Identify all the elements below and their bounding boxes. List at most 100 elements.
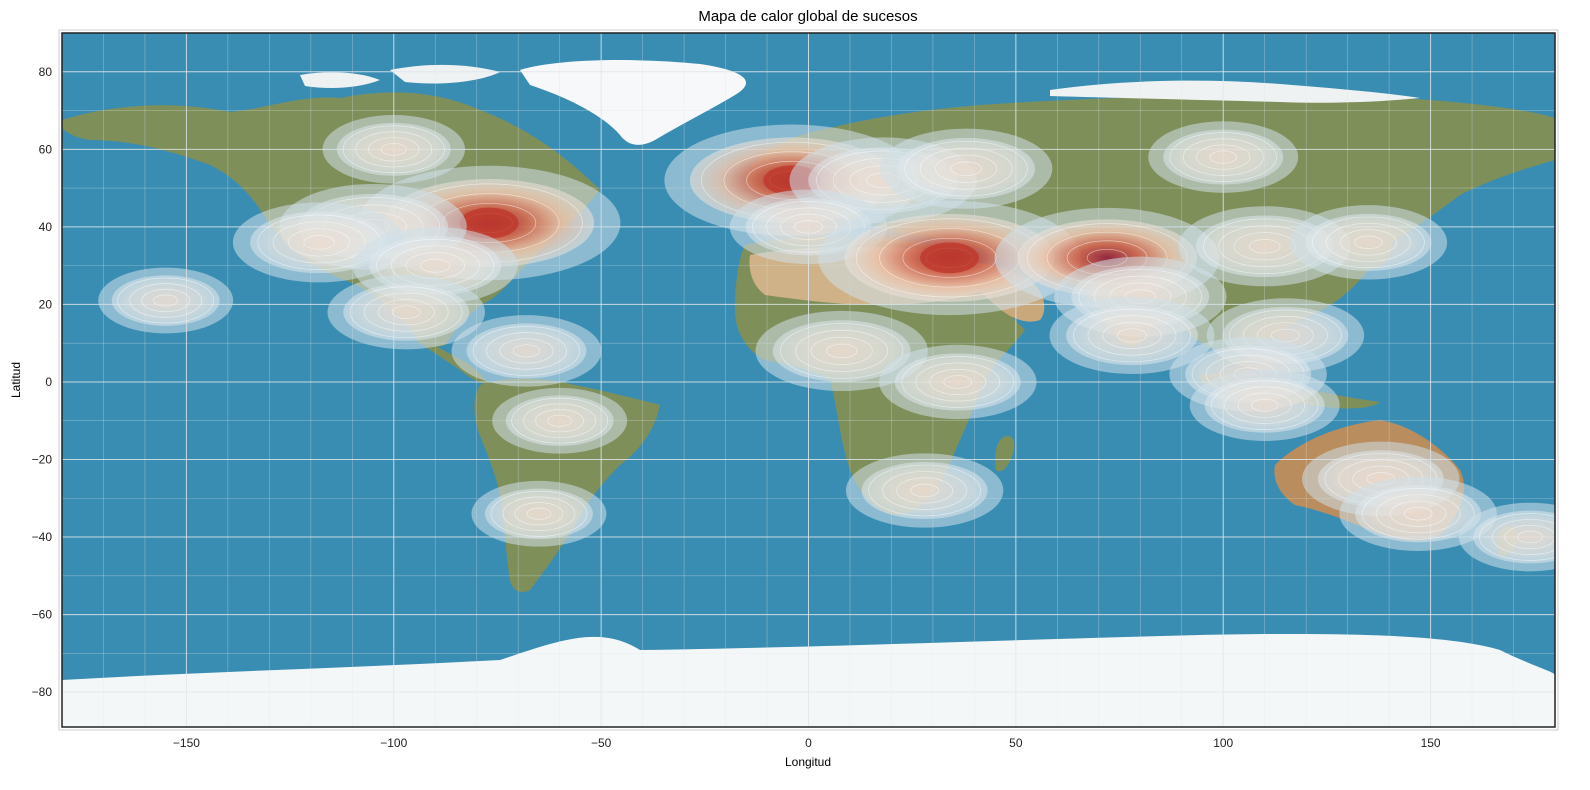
heatmap-layer [98,114,1555,572]
heat-contour [490,490,588,537]
heat-contour [349,286,463,338]
heat-spot-body [250,211,389,274]
heat-contour [1312,216,1425,269]
y-axis-ticks: 80 60 40 20 0 −20 −40 −60 −80 [32,65,53,699]
heat-contour [868,464,981,517]
heat-contour [272,221,366,264]
plot-area [62,33,1555,727]
heat-contour [391,305,421,319]
heat-contour [896,477,953,504]
heat-contour [377,299,435,326]
axes-frame-outer [58,29,1559,731]
heat-contour [1517,530,1544,544]
heat-contour [1169,132,1277,182]
heat-contour [1209,150,1237,164]
heat-contour [825,343,858,359]
heat-contour [1479,513,1555,561]
heat-spot [845,453,1004,528]
heat-contour [547,414,573,427]
heat-contour [1340,229,1397,256]
chart-title: Mapa de calor global de sucesos [698,8,917,25]
heat-spot-core [920,242,979,274]
heat-spot-body [505,395,614,447]
heat-spot [879,344,1037,420]
heat-spot [1148,121,1299,193]
y-tick-label: −60 [32,608,53,622]
heat-spot-body [1355,485,1482,543]
heat-contour [288,228,351,257]
heat-contour [1403,507,1433,521]
heat-contour [141,288,191,313]
heat-contour [523,403,597,438]
heat-spot-body [484,488,593,540]
y-tick-label: −20 [32,452,53,466]
heat-contour [511,397,609,444]
heat-contour [1354,235,1383,250]
heat-contour [368,137,420,162]
greenland [520,60,747,145]
heat-contour [420,258,451,273]
heat-contour [117,277,215,324]
heat-spot [98,267,234,334]
x-axis-label: Longitud [785,755,831,769]
heat-spot-body [861,461,988,520]
heat-contour [950,161,982,176]
heat-spot [327,274,485,350]
heat-contour [514,502,564,526]
heat-contour [1504,524,1555,550]
heat-contour [1196,144,1251,170]
heat-contour [1326,222,1411,262]
heat-contour [129,283,203,318]
heat-contour [1182,138,1264,176]
heat-contour [810,336,873,365]
heat-spot-body [343,283,470,341]
heat-contour [526,507,552,520]
heat-contour [380,143,407,156]
heat-contour [502,496,576,531]
heat-spot [1289,205,1448,280]
heat-contour [943,375,973,389]
heat-contour [1102,321,1162,349]
heat-spot-body [1163,129,1284,185]
heat-spot [471,480,607,547]
heat-spot-body [1305,213,1432,271]
arctic-islands [300,64,500,88]
arctic-coast-ice [1050,80,1420,103]
x-tick-label: 100 [1213,736,1233,750]
heat-contour [342,125,445,174]
heat-contour [1361,487,1475,540]
heat-contour [512,344,541,358]
heat-spot [1339,476,1497,551]
heat-contour [1491,519,1555,555]
heat-contour [794,220,823,234]
heat-spot [451,315,602,387]
heat-contour [910,483,939,498]
x-tick-label: −150 [173,736,200,750]
heat-contour [499,338,554,364]
x-tick-label: 0 [805,736,812,750]
heat-spot [879,128,1053,209]
heat-contour [901,356,1015,408]
heat-spot-body [1204,377,1325,433]
y-tick-label: 0 [45,375,52,389]
heat-contour [1211,380,1319,430]
heat-contour [472,326,581,376]
heat-contour [153,294,179,307]
heat-contour [1072,308,1191,363]
heat-spot [1049,296,1215,375]
y-tick-label: 60 [39,142,53,156]
y-tick-label: −40 [32,530,53,544]
x-tick-label: −50 [591,736,612,750]
heat-spot-body [336,122,451,176]
heat-spot-body [466,323,587,379]
heat-spot-body [897,137,1036,200]
heat-contour [486,332,567,370]
x-tick-label: 150 [1421,736,1441,750]
heat-spot [1189,369,1340,441]
x-tick-label: −100 [380,736,407,750]
heat-contour [882,471,967,510]
y-tick-label: 20 [39,297,53,311]
heat-spot-body [1473,510,1555,564]
heat-contour [1251,398,1279,412]
